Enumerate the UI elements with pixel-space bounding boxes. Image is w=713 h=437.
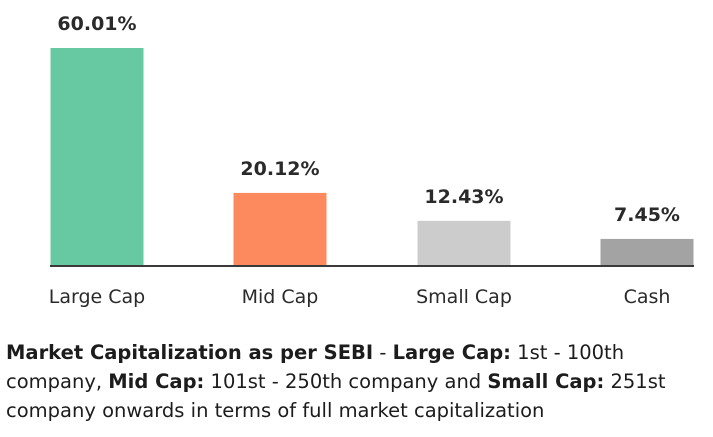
bars-group xyxy=(50,48,694,266)
footnote-large-cap-label: Large Cap: xyxy=(392,341,511,364)
value-label-mid-cap: 20.12% xyxy=(240,158,319,180)
value-label-small-cap: 12.43% xyxy=(424,186,503,208)
category-label-small-cap: Small Cap xyxy=(416,286,512,308)
footnote-mid-cap-label: Mid Cap: xyxy=(108,370,205,393)
category-label-mid-cap: Mid Cap xyxy=(242,286,319,308)
category-label-cash: Cash xyxy=(624,286,671,308)
footnote-separator: - xyxy=(373,341,393,364)
value-label-cash: 7.45% xyxy=(614,204,680,226)
market-cap-bar-chart: 60.01% 20.12% 12.43% 7.45% Large Cap Mid Cap… xyxy=(49,13,694,308)
category-labels-group: Large Cap Mid Cap Small Cap Cash xyxy=(49,286,671,308)
bar-large-cap xyxy=(50,48,144,266)
bar-small-cap xyxy=(417,220,511,266)
bar-mid-cap xyxy=(233,192,327,266)
category-label-large-cap: Large Cap xyxy=(49,286,145,308)
value-label-large-cap: 60.01% xyxy=(57,13,136,35)
footnote-title: Market Capitalization as per SEBI xyxy=(6,341,374,364)
footnote-large-cap-text: 1st - 100th company, xyxy=(6,341,625,393)
value-labels-group: 60.01% 20.12% 12.43% 7.45% xyxy=(57,13,680,226)
footnote-small-cap-text: 251st company onwards in terms of full m… xyxy=(6,370,666,422)
footnote-small-cap-label: Small Cap: xyxy=(487,370,605,393)
footnote: Market Capitalization as per SEBI - Larg… xyxy=(6,338,708,425)
bar-cash xyxy=(600,238,694,266)
footnote-mid-cap-text: 101st - 250th company and xyxy=(204,370,488,393)
